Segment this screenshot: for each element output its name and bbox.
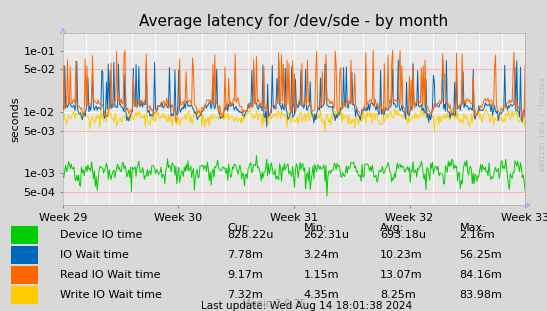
Text: Read IO Wait time: Read IO Wait time xyxy=(60,270,161,280)
Text: 7.78m: 7.78m xyxy=(227,250,263,260)
Text: Munin 2.0.75: Munin 2.0.75 xyxy=(241,299,306,309)
Text: 2.16m: 2.16m xyxy=(459,230,495,240)
Text: Max:: Max: xyxy=(459,223,486,234)
Text: Cur:: Cur: xyxy=(227,223,250,234)
Text: Avg:: Avg: xyxy=(380,223,405,234)
Text: IO Wait time: IO Wait time xyxy=(60,250,129,260)
Text: Write IO Wait time: Write IO Wait time xyxy=(60,290,162,300)
Text: 4.35m: 4.35m xyxy=(304,290,339,300)
Text: 9.17m: 9.17m xyxy=(227,270,263,280)
Text: 83.98m: 83.98m xyxy=(459,290,502,300)
Text: 693.18u: 693.18u xyxy=(380,230,426,240)
Text: 56.25m: 56.25m xyxy=(459,250,502,260)
Text: 7.32m: 7.32m xyxy=(227,290,263,300)
Text: 8.25m: 8.25m xyxy=(380,290,416,300)
Text: 3.24m: 3.24m xyxy=(304,250,339,260)
Text: 13.07m: 13.07m xyxy=(380,270,423,280)
Text: 10.23m: 10.23m xyxy=(380,250,423,260)
Text: Min:: Min: xyxy=(304,223,327,234)
Bar xyxy=(11,266,38,284)
Text: 828.22u: 828.22u xyxy=(227,230,274,240)
Bar xyxy=(11,226,38,244)
Y-axis label: seconds: seconds xyxy=(10,96,20,142)
Text: 262.31u: 262.31u xyxy=(304,230,350,240)
Text: Last update: Wed Aug 14 18:01:38 2024: Last update: Wed Aug 14 18:01:38 2024 xyxy=(201,301,412,311)
Title: Average latency for /dev/sde - by month: Average latency for /dev/sde - by month xyxy=(139,14,449,29)
Bar xyxy=(11,286,38,304)
Text: RRDTOOL / TOBI OETIKER: RRDTOOL / TOBI OETIKER xyxy=(537,78,543,171)
Bar xyxy=(11,246,38,264)
Text: 84.16m: 84.16m xyxy=(459,270,502,280)
Text: Device IO time: Device IO time xyxy=(60,230,143,240)
Text: 1.15m: 1.15m xyxy=(304,270,339,280)
